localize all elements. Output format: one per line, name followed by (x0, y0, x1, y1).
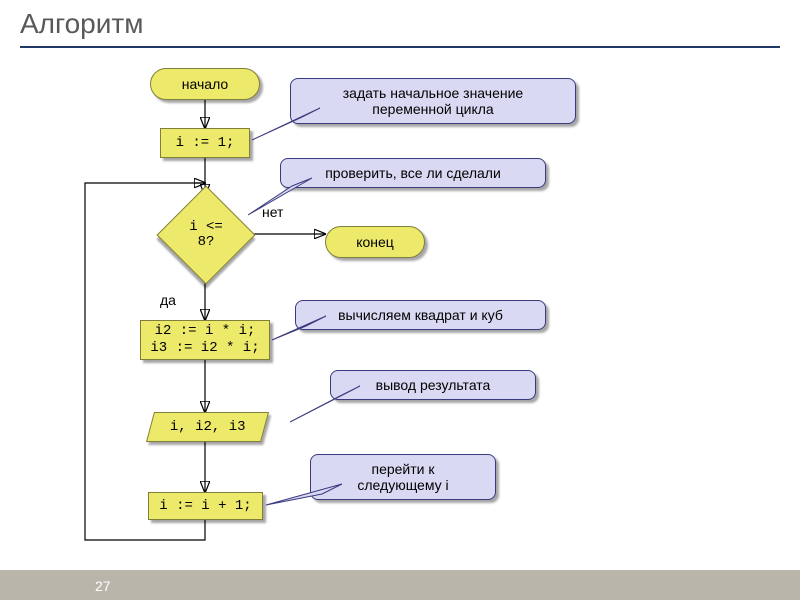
node-init-label: i := 1; (176, 135, 235, 152)
callout-check: проверить, все ли сделали (280, 158, 546, 188)
node-condition-label: i <= 8? (176, 220, 236, 251)
node-end: конец (325, 226, 425, 258)
callout-init-value: задать начальное значение переменной цик… (290, 78, 576, 124)
node-increment-label: i := i + 1; (159, 498, 251, 515)
footer-bar (0, 570, 800, 600)
node-calc: i2 := i * i; i3 := i2 * i; (140, 320, 270, 360)
callout-output: вывод результата (330, 370, 536, 400)
node-end-label: конец (356, 234, 394, 251)
node-start-label: начало (182, 76, 228, 93)
node-increment: i := i + 1; (148, 492, 263, 520)
callout-next-i: перейти к следующему i (310, 454, 496, 500)
node-start: начало (150, 68, 260, 100)
node-output-label: i, i2, i3 (170, 419, 246, 436)
node-calc-label: i2 := i * i; i3 := i2 * i; (150, 323, 259, 357)
node-init: i := 1; (160, 128, 250, 158)
callout-compute: вычисляем квадрат и куб (295, 300, 546, 330)
page-number: 27 (95, 578, 111, 594)
flowchart-canvas: начало i := 1; i <= 8? i2 := i * i; i3 :… (0, 0, 800, 600)
node-output: i, i2, i3 (146, 412, 269, 442)
edge-label-no: нет (262, 204, 283, 220)
slide: Алгоритм начало i := 1; i <= 8? i2 := i … (0, 0, 800, 600)
edge-label-yes: да (160, 292, 176, 308)
